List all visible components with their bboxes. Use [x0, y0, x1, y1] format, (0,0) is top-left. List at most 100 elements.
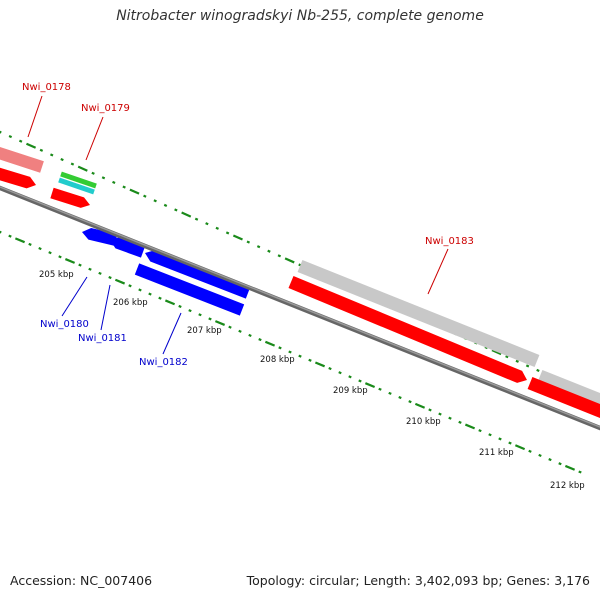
- minor-tick: [348, 375, 352, 379]
- minor-tick: [60, 157, 64, 162]
- leader-nwi-0182: [162, 312, 182, 355]
- minor-tick: [143, 194, 147, 198]
- minor-tick: [338, 371, 342, 375]
- minor-tick: [398, 395, 402, 400]
- minor-tick: [277, 254, 282, 258]
- label-layer: 205 kbp 206 kbp 207 kbp 208 kbp 209 kbp 210 k…: [22, 82, 585, 491]
- minor-tick: [148, 292, 152, 296]
- cds-blue-0181: [110, 237, 146, 258]
- scale-label: 205 kbp: [39, 270, 74, 280]
- minor-tick: [558, 462, 562, 466]
- minor-tick: [578, 470, 582, 474]
- backbone: [0, 185, 600, 431]
- gene-label-nwi-0181: Nwi_0181: [78, 333, 127, 344]
- scale-label: 211 kbp: [479, 448, 514, 458]
- major-tick: [314, 361, 326, 368]
- major-tick: [214, 320, 226, 326]
- backbone-highlight: [0, 186, 600, 428]
- minor-tick: [163, 203, 168, 207]
- minor-tick: [508, 441, 512, 445]
- minor-tick: [101, 176, 106, 180]
- minor-tick: [0, 230, 2, 234]
- gene-label-nwi-0182: Nwi_0182: [139, 357, 188, 368]
- minor-tick: [288, 350, 292, 354]
- minor-tick: [458, 420, 462, 424]
- backbone-line: [0, 185, 600, 431]
- minor-tick: [70, 162, 75, 166]
- minor-tick: [91, 171, 95, 175]
- leader-nwi-0180: [61, 276, 88, 317]
- gene-label-nwi-0180: Nwi_0180: [40, 319, 89, 330]
- minor-tick: [98, 271, 102, 275]
- minor-tick: [246, 240, 251, 244]
- minor-tick: [536, 368, 540, 373]
- minor-tick: [308, 358, 312, 362]
- major-tick: [164, 299, 176, 306]
- minor-tick: [298, 354, 302, 358]
- minor-tick: [122, 185, 126, 189]
- minor-tick: [48, 251, 52, 255]
- scale-label: 208 kbp: [260, 355, 295, 365]
- feature-track: [0, 146, 600, 419]
- minor-tick: [28, 242, 32, 246]
- minor-tick: [448, 416, 452, 420]
- minor-tick: [128, 284, 132, 288]
- cog-grey-bar-2: [537, 369, 600, 408]
- minor-tick: [225, 231, 230, 235]
- minor-tick: [328, 367, 332, 371]
- gene-label-nwi-0178: Nwi_0178: [22, 82, 71, 93]
- cds-red-0183: [288, 275, 527, 383]
- minor-tick: [548, 458, 552, 462]
- minor-tick: [8, 234, 12, 238]
- cds-red: [527, 376, 600, 419]
- cds-blue-0182a: [145, 250, 251, 299]
- leader-nwi-0179: [85, 116, 104, 161]
- label-leaders: [27, 95, 449, 355]
- minor-tick: [358, 379, 362, 383]
- minor-tick: [498, 437, 502, 441]
- major-tick: [514, 444, 526, 451]
- minor-tick: [38, 247, 42, 251]
- minor-tick: [108, 275, 112, 280]
- minor-tick: [215, 226, 219, 230]
- minor-tick: [408, 400, 412, 404]
- minor-tick: [515, 359, 519, 363]
- minor-tick: [153, 199, 157, 203]
- scale-label: 207 kbp: [187, 326, 222, 336]
- major-tick: [181, 211, 192, 218]
- cds-red: [0, 167, 36, 189]
- minor-tick: [528, 449, 532, 453]
- major-tick: [414, 402, 426, 409]
- minor-tick: [278, 346, 282, 350]
- minor-tick: [525, 364, 530, 368]
- minor-tick: [112, 180, 116, 185]
- trna-cyan: [58, 177, 95, 195]
- minor-tick: [194, 217, 199, 221]
- major-tick: [26, 142, 37, 149]
- minor-tick: [158, 296, 162, 300]
- minor-tick: [188, 309, 192, 313]
- scale-label: 206 kbp: [113, 298, 148, 308]
- minor-tick: [478, 429, 482, 433]
- minor-tick: [138, 288, 142, 292]
- gene-label-nwi-0179: Nwi_0179: [81, 103, 130, 114]
- scale-label: 210 kbp: [406, 417, 441, 427]
- minor-tick: [505, 355, 509, 359]
- leader-nwi-0183: [427, 248, 449, 295]
- major-tick: [77, 165, 88, 172]
- trna-green: [60, 171, 97, 189]
- major-tick: [64, 258, 76, 264]
- minor-tick: [198, 313, 202, 317]
- minor-tick: [538, 453, 542, 458]
- cds-blue-0182b: [134, 263, 245, 316]
- major-tick: [564, 464, 576, 471]
- major-tick: [264, 340, 276, 347]
- minor-tick: [238, 329, 242, 333]
- accession-label: Accession: NC_007406: [10, 573, 153, 588]
- minor-tick: [267, 249, 271, 253]
- minor-tick: [248, 333, 252, 337]
- major-tick: [284, 257, 295, 264]
- major-tick: [114, 278, 126, 285]
- minor-tick: [205, 222, 209, 226]
